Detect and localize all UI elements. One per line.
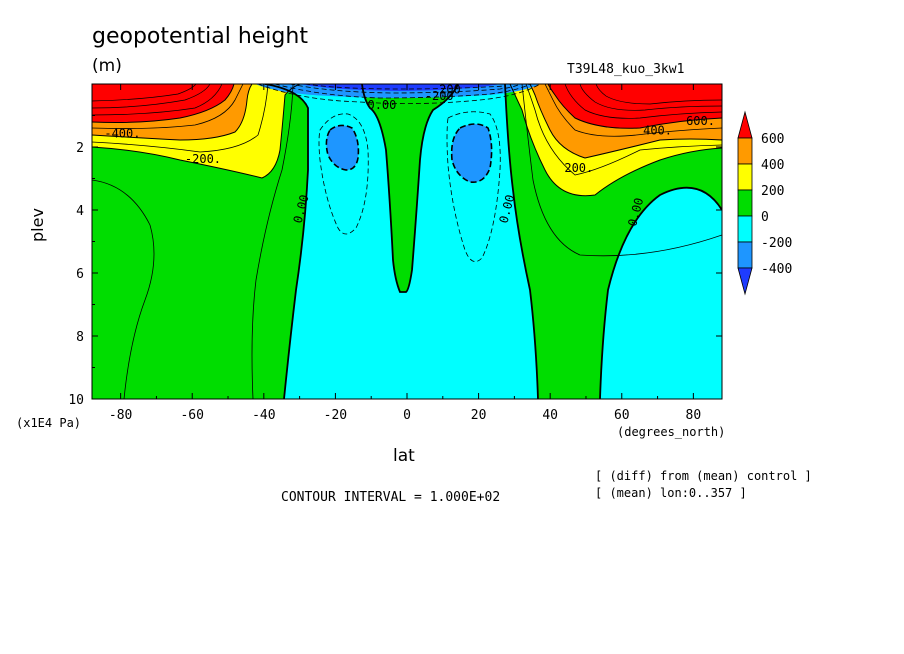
mean-note: [ (mean) lon:0..357 ] [595,486,747,500]
chart-units: (m) [92,56,122,76]
contour-800-right [579,84,722,111]
contour-neg100-right [446,111,501,262]
contour-400-left [92,84,253,141]
x-tick-label: -80 [109,408,132,423]
contour-600-left [92,84,235,123]
x-axis-units: (degrees_north) [617,425,726,439]
contour-400-right [529,84,722,159]
contour-700-right [564,84,722,119]
y-tick-label: 6 [76,267,84,282]
y-tick-label: 8 [76,330,84,345]
colorbar-label: -400 [761,262,792,277]
contour-label: 600. [686,114,715,128]
contour-label: 200. [564,161,593,175]
contour-100-right [521,84,722,257]
contour-100-left2 [251,84,294,399]
colorbar-segment [737,215,753,243]
contour-900-right [595,84,722,105]
y-tick-label: 2 [76,141,84,156]
x-tick-label: 60 [614,408,630,423]
contour-800-left [92,84,211,109]
axis-ticks [92,84,722,400]
contour-label: -200. [185,152,221,166]
colorbar-label: -200 [761,236,792,251]
colorbar-top-arrow [737,110,753,139]
region-red-top-left [92,84,192,96]
contour-label: 400. [643,123,672,137]
contour-label: 0.00 [367,98,396,112]
colorbar-label: 200 [761,184,784,199]
contour-label: 200 [439,82,461,96]
y-tick-label: 10 [68,393,84,408]
contour-500-right [544,84,722,137]
zero-contour-right [504,84,539,399]
chart-title: geopotential height [92,24,308,49]
colorbar-segment [737,189,753,217]
y-axis-units: (x1E4 Pa) [16,416,82,430]
contour-label: -200 [425,89,454,103]
zero-contour-far-right [599,186,722,399]
contour-200-right [509,84,722,197]
contour-label: -400. [104,127,140,141]
filled-contours [92,84,722,399]
colorbar-segment [737,241,753,269]
colorbar-segment [737,137,753,165]
region-darkblue-top [300,84,500,91]
contour-500-left [92,84,244,129]
run-label: T39L48_kuo_3kw1 [567,62,685,77]
contour-neg-top3 [289,84,521,94]
contour-200-left [92,84,301,179]
region-blue-left-cell [325,124,360,171]
contour-neg100-left [318,113,369,235]
colorbar-bottom-arrow [737,267,753,296]
zero-contour-left [264,84,309,399]
contour-300-left [92,84,269,153]
contour-700-left [92,84,223,116]
contour-neg-top4 [304,84,506,90]
contour-neg-top1 [257,84,541,104]
region-blue-right-cell [450,123,493,184]
y-tick-label: 4 [76,204,84,219]
colorbar-label: 0 [761,210,769,225]
region-red-top-right [610,84,722,96]
region-green-center [362,84,458,292]
colorbar: 600 400 200 0 -200 -400 [737,110,792,296]
colorbar-segment [737,163,753,191]
x-tick-label: 80 [686,408,702,423]
colorbar-label: 400 [761,158,784,173]
zero-contour-center [361,84,459,293]
x-tick-label: -40 [252,408,275,423]
axis-tick-labels: -80 -60 -40 -20 0 20 40 60 80 2 4 6 8 10 [68,141,701,423]
diff-note: [ (diff) from (mean) control ] [595,469,812,483]
x-tick-label: 40 [542,408,558,423]
x-tick-label: 20 [471,408,487,423]
x-tick-label: 0 [403,408,411,423]
contour-100-left [92,179,155,399]
contour-300-right [525,84,722,176]
x-tick-label: -20 [324,408,347,423]
contour-interval: CONTOUR INTERVAL = 1.000E+02 [281,490,501,505]
contour-neg-top2 [274,84,531,99]
x-tick-label: -60 [180,408,203,423]
colorbar-label: 600 [761,132,784,147]
contour-600-right [547,84,722,129]
contour-lines [92,84,722,399]
x-axis-label: lat [393,446,415,466]
